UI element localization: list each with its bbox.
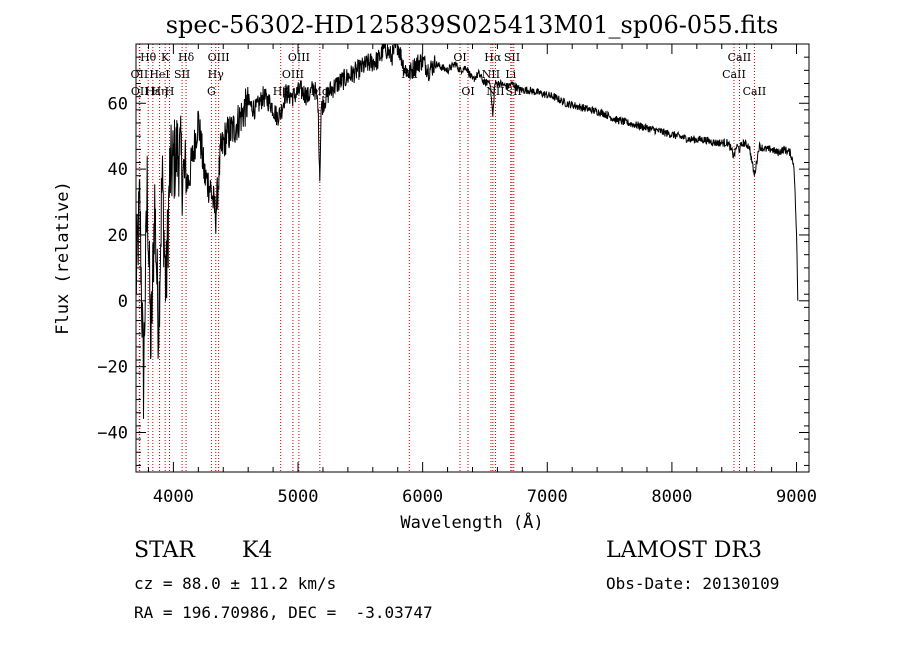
spectral-subclass: K4: [242, 538, 273, 563]
line-marker-label-20: Hα: [484, 51, 502, 64]
line-marker-label-8: SII: [174, 68, 190, 81]
x-tick-label: 5000: [278, 487, 319, 507]
line-marker-label-28: CaII: [743, 85, 767, 98]
chart-title: spec-56302-HD125839S025413M01_sp06-055.f…: [166, 11, 779, 39]
line-marker-label-6: K: [161, 51, 170, 64]
line-marker-label-7: H: [165, 85, 175, 98]
object-type: STAR: [134, 538, 195, 563]
line-marker-label-19: OI: [461, 85, 474, 98]
x-tick-label: 7000: [527, 487, 568, 507]
line-marker-label-9: Hδ: [178, 51, 195, 64]
y-tick-label: 20: [108, 226, 128, 246]
line-marker-label-24: SII: [504, 51, 520, 64]
y-axis-label: Flux (relative): [53, 181, 73, 335]
plot-frame: [135, 43, 810, 473]
observation-date: Obs-Date: 20130109: [606, 574, 780, 593]
x-tick-label: 9000: [776, 487, 817, 507]
y-tick-label: −20: [97, 358, 128, 378]
line-marker-label-27: CaII: [728, 51, 752, 64]
line-marker-label-12: G: [207, 85, 216, 98]
line-markers: HθOIIOIIHεHηHeIKHSIIHδOIIIHγGHβOIIIOIIIM…: [131, 44, 767, 472]
line-marker-label-23: Li: [505, 68, 516, 81]
spectrum-series-line: [136, 44, 799, 419]
line-marker-label-3: Hε: [145, 85, 161, 98]
line-marker-label-0: Hθ: [140, 51, 157, 64]
x-tick-label: 4000: [153, 487, 194, 507]
line-marker-label-18: OI: [453, 51, 466, 64]
y-tick-label: 40: [108, 160, 128, 180]
survey-name: LAMOST DR3: [606, 538, 762, 563]
coordinates: RA = 196.70986, DEC = -3.03747: [134, 603, 433, 622]
x-tick-label: 8000: [651, 487, 692, 507]
y-tick-label: 60: [108, 94, 128, 114]
x-tick-label: 6000: [402, 487, 443, 507]
line-marker-label-5: HeI: [149, 68, 169, 81]
axis-ticks: 4000 5000 6000 7000 8000 9000 −40 −20 0 20 40 60: [97, 44, 817, 507]
line-marker-label-4: Hη: [151, 85, 167, 98]
line-marker-label-2: OII: [131, 85, 149, 98]
line-marker-label-15: OIII: [282, 68, 304, 81]
line-marker-label-26: CaII: [722, 68, 746, 81]
spectrum-layer: [136, 44, 799, 419]
line-marker-label-11: Hγ: [208, 68, 225, 81]
line-marker-label-10: OIII: [208, 51, 230, 64]
redshift-cz: cz = 88.0 ± 11.2 km/s: [134, 574, 337, 593]
y-tick-label: 0: [118, 292, 128, 312]
x-axis-label: Wavelength (Å): [400, 511, 543, 533]
y-tick-label: −40: [97, 423, 128, 443]
line-marker-label-14: OIII: [288, 51, 310, 64]
